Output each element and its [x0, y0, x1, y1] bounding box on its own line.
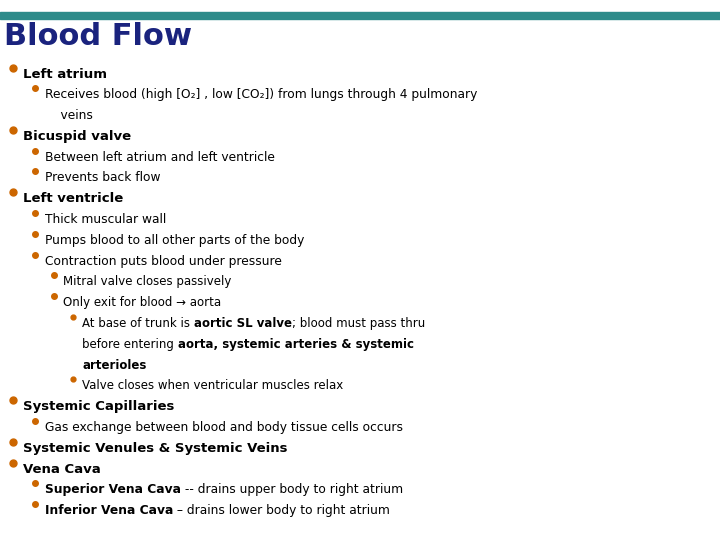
Text: Systemic Venules & Systemic Veins: Systemic Venules & Systemic Veins: [23, 442, 287, 455]
Text: Valve closes when ventricular muscles relax: Valve closes when ventricular muscles re…: [82, 379, 343, 393]
Text: Systemic Capillaries: Systemic Capillaries: [23, 400, 174, 413]
Text: ; blood must pass thru: ; blood must pass thru: [292, 317, 425, 330]
Text: Only exit for blood → aorta: Only exit for blood → aorta: [63, 296, 222, 309]
Text: Pumps blood to all other parts of the body: Pumps blood to all other parts of the bo…: [45, 234, 304, 247]
Text: Bicuspid valve: Bicuspid valve: [23, 130, 131, 143]
Text: Left atrium: Left atrium: [23, 68, 107, 80]
Text: Superior Vena Cava: Superior Vena Cava: [45, 483, 181, 496]
Text: – drains lower body to right atrium: – drains lower body to right atrium: [173, 504, 390, 517]
Text: Blood Flow: Blood Flow: [4, 22, 192, 51]
Text: At base of trunk is: At base of trunk is: [82, 317, 194, 330]
Text: Prevents back flow: Prevents back flow: [45, 171, 160, 185]
Text: Thick muscular wall: Thick muscular wall: [45, 213, 166, 226]
Text: Inferior Vena Cava: Inferior Vena Cava: [45, 504, 173, 517]
Text: arterioles: arterioles: [82, 359, 146, 372]
Text: Vena Cava: Vena Cava: [23, 462, 101, 476]
Text: veins: veins: [45, 109, 92, 122]
Text: Mitral valve closes passively: Mitral valve closes passively: [63, 275, 232, 288]
Text: Between left atrium and left ventricle: Between left atrium and left ventricle: [45, 151, 274, 164]
Text: before entering: before entering: [82, 338, 178, 351]
Text: aorta, systemic arteries & systemic: aorta, systemic arteries & systemic: [178, 338, 414, 351]
Text: Left ventricle: Left ventricle: [23, 192, 123, 205]
Text: Receives blood (high [O₂] , low [CO₂]) from lungs through 4 pulmonary: Receives blood (high [O₂] , low [CO₂]) f…: [45, 88, 477, 102]
Text: -- drains upper body to right atrium: -- drains upper body to right atrium: [181, 483, 402, 496]
Text: aortic SL valve: aortic SL valve: [194, 317, 292, 330]
Text: Gas exchange between blood and body tissue cells occurs: Gas exchange between blood and body tiss…: [45, 421, 402, 434]
Text: Contraction puts blood under pressure: Contraction puts blood under pressure: [45, 254, 282, 268]
